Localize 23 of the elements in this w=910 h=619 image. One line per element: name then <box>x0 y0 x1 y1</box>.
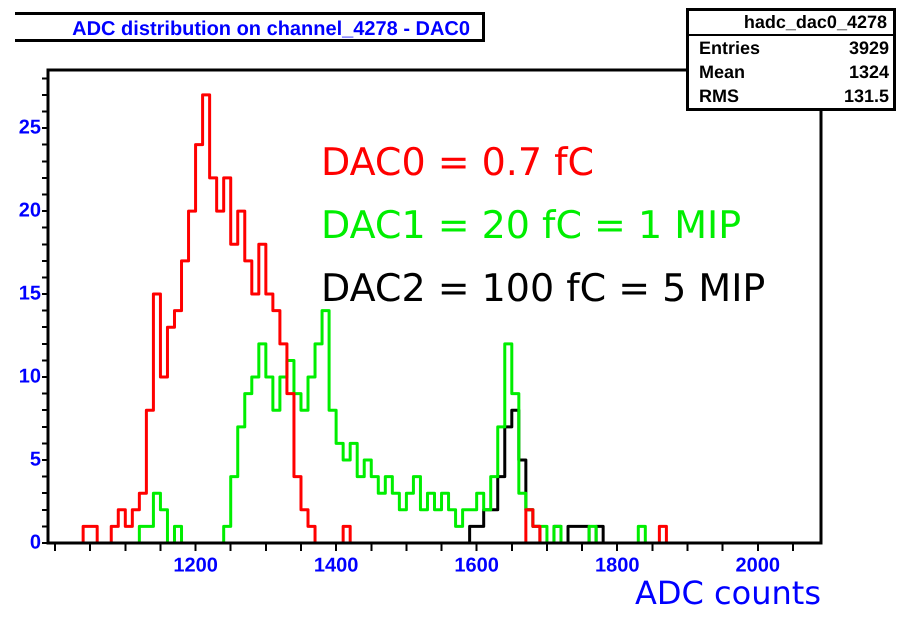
y-tick-label: 25 <box>18 116 41 139</box>
text: 3929 <box>848 37 889 60</box>
x-tick-label: 1400 <box>314 554 358 577</box>
text: DAC2 = 100 fC = 5 MIP <box>321 266 766 310</box>
x-tick-label: 1800 <box>594 554 640 577</box>
text: DAC0 = 0.7 fC <box>321 140 594 184</box>
annotation: RMS <box>699 85 739 108</box>
y-tick-label: 15 <box>18 282 41 305</box>
x-axis-title: ADC counts <box>635 574 821 612</box>
y-tick-label: 0 <box>30 532 41 554</box>
y-tick-label: 5 <box>30 448 41 471</box>
text: 1324 <box>848 61 889 84</box>
chart-title: ADC distribution on channel_4278 - DAC0 <box>15 12 485 42</box>
text: Entries <box>699 37 760 60</box>
text: 131.5 <box>844 85 889 108</box>
text: hadc_dac0_4278 <box>689 11 893 36</box>
annotation: Mean <box>699 61 746 84</box>
y-tick-label: 10 <box>18 366 41 388</box>
series-label: DAC1 = 20 fC = 1 MIP <box>321 202 742 247</box>
x-tick-label: 1200 <box>173 554 218 577</box>
y-tick-label: 20 <box>18 200 41 222</box>
x-tick-label: 1600 <box>454 554 499 577</box>
x-tick-label: 2000 <box>736 554 780 577</box>
